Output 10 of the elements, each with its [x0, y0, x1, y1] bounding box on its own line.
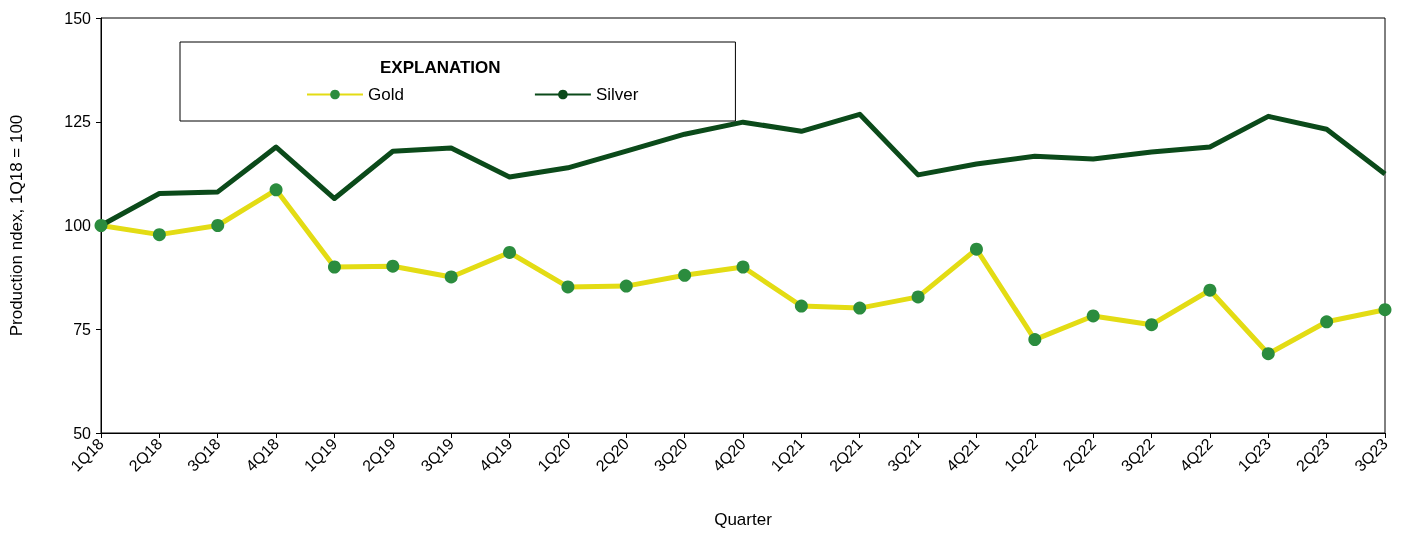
legend-title: EXPLANATION [380, 58, 501, 77]
y-tick-label: 100 [64, 217, 92, 234]
y-axis-title: Production ndex, 1Q18 = 100 [7, 114, 26, 337]
legend-label: Gold [368, 85, 404, 104]
y-tick-label: 150 [64, 9, 92, 27]
y-tick-label: 125 [64, 113, 92, 131]
legend-label: Silver [595, 85, 639, 104]
y-tick-label: 75 [73, 320, 92, 338]
x-axis-title: Quarter [714, 510, 773, 529]
y-tick-label: 50 [73, 424, 92, 442]
